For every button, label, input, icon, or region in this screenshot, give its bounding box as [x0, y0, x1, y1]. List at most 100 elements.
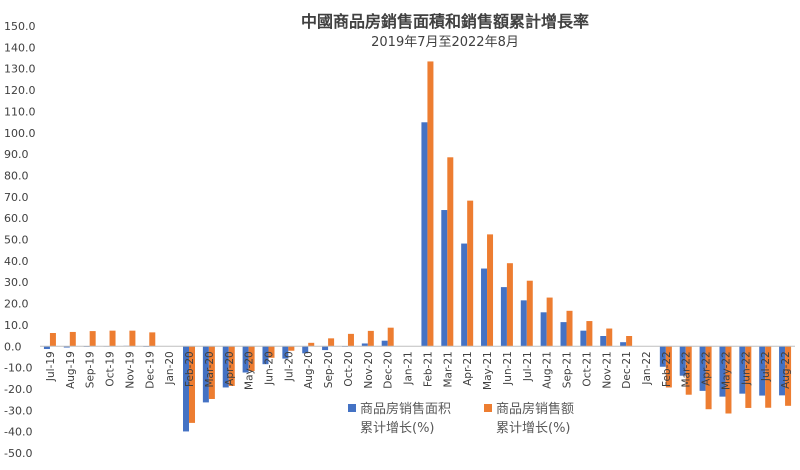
bar	[222, 346, 229, 388]
bar	[566, 310, 573, 347]
bar-series-group	[43, 61, 792, 432]
bar	[699, 346, 706, 391]
x-tick-label: Feb-20	[184, 351, 196, 387]
y-tick-label: 0.0	[4, 340, 22, 353]
y-tick-label: 100.0	[4, 127, 36, 140]
y-tick-label: -30.0	[4, 404, 32, 417]
y-tick-label: 50.0	[4, 234, 29, 247]
bar	[328, 338, 335, 347]
y-tick-label: -50.0	[4, 447, 32, 460]
bar	[461, 243, 468, 347]
x-tick-label: May-21	[482, 351, 494, 390]
x-tick-label: Mar-22	[681, 351, 693, 387]
bar	[745, 346, 752, 408]
bar	[302, 346, 309, 354]
bar	[520, 300, 527, 347]
x-tick-label: Mar-21	[442, 351, 454, 387]
bar	[665, 346, 672, 388]
bar	[447, 157, 454, 347]
x-tick-label: Nov-19	[124, 351, 136, 388]
bar	[606, 328, 613, 347]
x-tick-label: Nov-20	[363, 351, 375, 388]
bar	[308, 342, 315, 347]
x-tick-label: Apr-22	[701, 351, 713, 386]
x-tick-label: Jul-22	[760, 351, 772, 382]
bar	[202, 346, 209, 403]
bar	[580, 330, 587, 347]
bar	[759, 346, 766, 396]
bar	[189, 346, 196, 423]
x-tick-label: Jun-20	[263, 351, 275, 386]
bar	[89, 331, 96, 347]
x-tick-label: Oct-21	[581, 351, 593, 386]
x-tick-label: Apr-20	[224, 351, 236, 386]
bar	[620, 342, 627, 347]
x-tick-label: Jul-20	[283, 351, 295, 382]
x-tick-label: Jun-21	[502, 351, 514, 386]
bar	[685, 346, 692, 395]
bar	[69, 331, 76, 347]
x-tick-label: Aug-19	[65, 351, 77, 389]
legend-swatch	[484, 404, 492, 412]
y-tick-label: -20.0	[4, 383, 32, 396]
bar	[421, 122, 428, 347]
bar	[228, 346, 235, 386]
bar	[719, 346, 726, 397]
bar	[109, 330, 116, 347]
bar	[765, 346, 772, 408]
y-tick-label: -10.0	[4, 362, 32, 375]
x-tick-label: Jan-22	[641, 351, 653, 385]
y-axis: -50.0 -40.0 -30.0 -20.0 -10.0 0.0 10.0 20.0 30.0…	[4, 20, 36, 460]
bar	[626, 336, 633, 347]
bar	[242, 346, 249, 373]
x-tick-label: Jul-21	[522, 351, 534, 382]
bar	[347, 333, 354, 347]
bar	[546, 297, 553, 347]
bar	[725, 346, 732, 414]
x-tick-label: Oct-19	[105, 351, 117, 386]
bar	[367, 330, 374, 347]
bar	[129, 330, 136, 347]
x-tick-label: Aug-21	[542, 351, 554, 389]
legend-label: 商品房销售额累计增长(%)	[496, 401, 574, 436]
bar	[49, 333, 56, 347]
x-tick-label: Dec-19	[144, 351, 156, 388]
legend-item: 商品房销售额累计增长(%)	[484, 401, 574, 436]
x-tick-label: Jan-21	[403, 351, 415, 385]
y-tick-label: 30.0	[4, 276, 29, 289]
x-tick-label: Mar-20	[204, 351, 216, 387]
y-tick-label: 150.0	[4, 20, 36, 33]
y-tick-label: 10.0	[4, 319, 29, 332]
bar	[361, 343, 368, 347]
x-tick-label: Feb-22	[661, 351, 673, 387]
x-tick-label: Sep-19	[85, 351, 97, 388]
x-tick-label: May-20	[244, 351, 256, 390]
bar	[322, 346, 329, 351]
series-2	[49, 61, 792, 423]
bar	[705, 346, 712, 410]
y-tick-label: 80.0	[4, 169, 29, 182]
bar	[659, 346, 666, 367]
bar	[785, 346, 792, 406]
x-tick-label: Feb-21	[422, 351, 434, 387]
legend-swatch	[348, 404, 356, 412]
y-tick-label: 130.0	[4, 63, 36, 76]
x-tick-label: Sep-20	[323, 351, 335, 388]
bar	[208, 346, 215, 399]
bar	[183, 346, 190, 432]
y-tick-label: 40.0	[4, 255, 29, 268]
bar	[43, 346, 50, 350]
bar	[427, 61, 434, 347]
x-tick-label: Jan-20	[164, 351, 176, 385]
x-tick-label: Sep-21	[562, 351, 574, 388]
bar	[282, 346, 289, 359]
bar	[560, 322, 567, 347]
legend: 商品房销售面积累计增长(%) 商品房销售额累计增长(%)	[348, 401, 574, 436]
bar	[63, 346, 70, 348]
bar	[739, 346, 746, 394]
bar	[248, 346, 255, 372]
bar	[262, 346, 269, 365]
bar	[600, 336, 607, 347]
x-tick-label: Jul-19	[45, 351, 57, 382]
